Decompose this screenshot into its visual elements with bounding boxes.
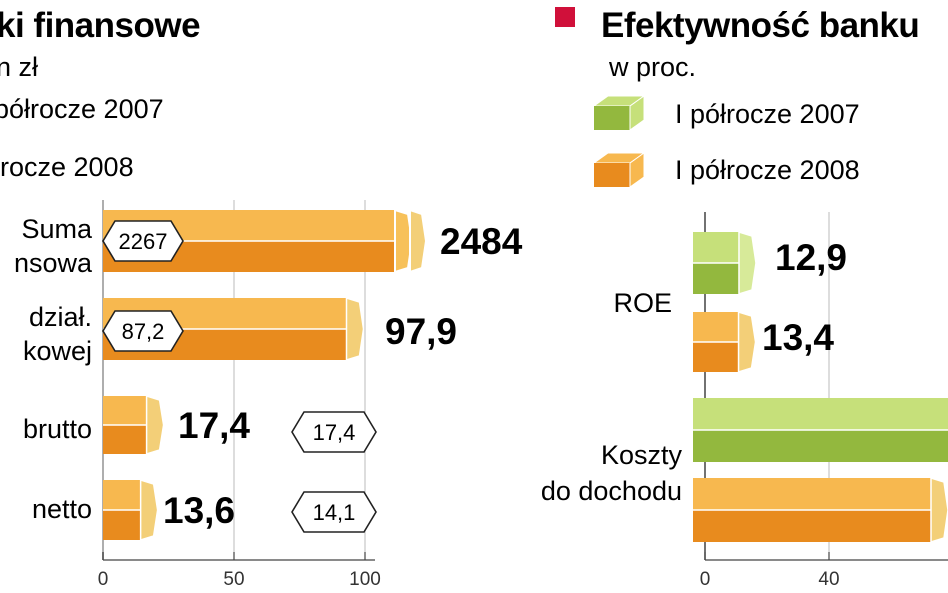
left-hex-brutto-2007-label: 17,4 — [313, 420, 356, 445]
left-tick-label: 0 — [98, 569, 109, 590]
right-tick-label: 40 — [818, 569, 839, 590]
left-unit: n zł — [0, 52, 38, 82]
left-value-brutto-2008: 17,4 — [178, 405, 250, 446]
left-bar-brutto-2008-bottom — [103, 425, 147, 454]
left-legend-2008: łrocze 2008 — [0, 152, 134, 182]
left-value-wynik-2008: 97,9 — [385, 311, 457, 352]
left-hex-netto-2007-label: 14,1 — [313, 500, 356, 525]
left-bar-suma-end — [409, 208, 428, 274]
right-bar-roe-2007-bottom — [693, 263, 739, 294]
left-bar-netto-2008-bottom — [103, 510, 141, 540]
right-bar-roe-2007-cap — [738, 230, 757, 296]
right-category-label: do dochodu — [541, 476, 682, 506]
right-bar-koszty-2008-bottom — [693, 510, 931, 542]
right-bar-roe-2008-top — [693, 312, 739, 342]
right-bar-koszty-2007-bottom — [693, 430, 948, 462]
right-legend-cube-2007-front — [594, 106, 630, 130]
left-hex-wynik-2007-label: 87,2 — [122, 319, 165, 344]
left-tick-label: 50 — [223, 569, 244, 590]
left-tick-label: 100 — [349, 569, 381, 590]
left-bar-brutto-2008-top — [103, 396, 147, 425]
left-category-label: nsowa — [14, 248, 93, 278]
left-hex-suma-2007-label: 2267 — [119, 229, 168, 254]
right-bar-koszty-2008-cap — [930, 476, 948, 544]
right-value-roe-2008: 13,4 — [762, 317, 834, 358]
left-hex-brutto-2007 — [291, 411, 377, 453]
left-legend-2007: półrocze 2007 — [0, 94, 164, 124]
left-category-label: brutto — [23, 414, 92, 444]
left-bar-wynik-2008-cap — [345, 296, 365, 362]
left-category-label: kowej — [23, 336, 92, 366]
left-hex-wynik-2007 — [102, 310, 184, 352]
left-hex-suma-2007 — [102, 220, 184, 262]
left-hex-netto-2007 — [291, 491, 377, 533]
left-bar-netto-2008-cap — [139, 478, 159, 542]
right-bar-koszty-2008-top — [693, 478, 931, 510]
accent-square — [555, 7, 575, 27]
right-legend-cube-2008-side — [629, 152, 645, 188]
left-bar-netto-2008-top — [103, 480, 141, 510]
right-title: Efektywność banku — [601, 6, 919, 45]
left-title: ki finansowe — [0, 6, 200, 45]
right-legend-cube-2008-front — [594, 163, 630, 187]
right-bar-roe-2008-bottom — [693, 342, 739, 372]
right-bar-koszty-2007-top — [693, 398, 948, 430]
left-category-label: dział. — [29, 302, 92, 332]
right-tick-label: 0 — [700, 569, 711, 590]
right-bar-roe-2008-cap — [737, 310, 757, 374]
right-category-label: Koszty — [601, 440, 683, 470]
left-category-label: netto — [32, 494, 92, 524]
left-value-suma-2008: 2484 — [440, 221, 523, 262]
right-legend-2008: I półrocze 2008 — [675, 155, 860, 185]
right-unit: w proc. — [608, 52, 696, 82]
right-legend-cube-2007-side — [629, 95, 645, 131]
left-value-netto-2008: 13,6 — [163, 490, 235, 531]
right-category-label: ROE — [613, 288, 672, 318]
left-bar-brutto-2008-cap — [145, 394, 165, 456]
right-legend-2007: I półrocze 2007 — [675, 99, 860, 129]
right-value-roe-2007: 12,9 — [775, 237, 847, 278]
right-bar-roe-2007-top — [693, 232, 739, 263]
left-category-label: Suma — [21, 214, 93, 244]
